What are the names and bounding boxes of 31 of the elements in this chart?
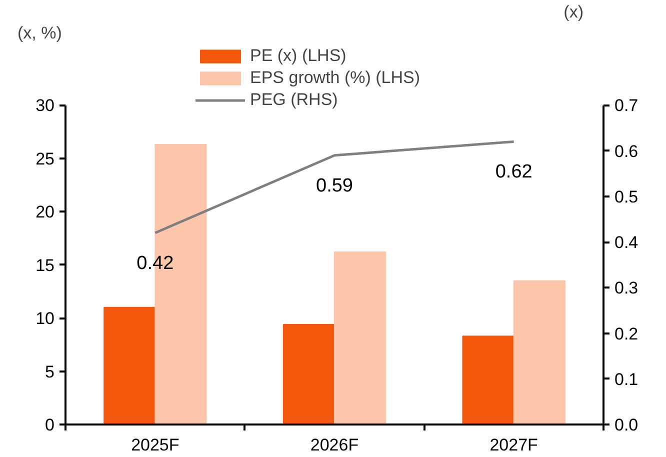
y-axis-title: (x, %) — [18, 24, 62, 42]
y-tick-label: 20 — [36, 202, 55, 222]
y2-tick-label: 0.5 — [614, 187, 638, 206]
y-tick-label: 10 — [36, 309, 55, 328]
x-tick-label: 2027F — [490, 436, 538, 454]
x-tick-label: 2026F — [310, 436, 359, 454]
y-tick-label: 5 — [45, 362, 55, 382]
bar — [282, 324, 335, 424]
y2-tick-label: 0.2 — [614, 324, 638, 344]
y2-tick-label: 0.3 — [614, 278, 638, 298]
y-tick-label: 25 — [36, 149, 55, 168]
data-label: 0.59 — [316, 175, 353, 196]
y2-tick-label: 0.7 — [614, 96, 638, 116]
legend-label: EPS growth (%) (LHS) — [250, 68, 420, 88]
legend-label: PEG (RHS) — [250, 90, 338, 110]
y2-axis-title: (x) — [564, 2, 584, 22]
legend-label: PE (x) (LHS) — [250, 46, 346, 66]
data-label: 0.42 — [136, 252, 174, 274]
y-tick-label: 0 — [45, 416, 55, 434]
x-tick-label: 2025F — [131, 436, 180, 454]
y-tick-label: 15 — [36, 256, 55, 275]
y2-tick-label: 0.6 — [614, 142, 638, 161]
y2-tick-label: 0.0 — [614, 416, 638, 434]
data-label: 0.62 — [495, 162, 532, 183]
bar — [104, 306, 156, 424]
bar — [462, 336, 514, 424]
bar — [513, 280, 566, 424]
y-tick-label: 30 — [36, 96, 55, 116]
y2-tick-label: 0.1 — [614, 370, 638, 389]
bar — [334, 252, 386, 424]
y2-tick-label: 0.4 — [614, 233, 638, 252]
